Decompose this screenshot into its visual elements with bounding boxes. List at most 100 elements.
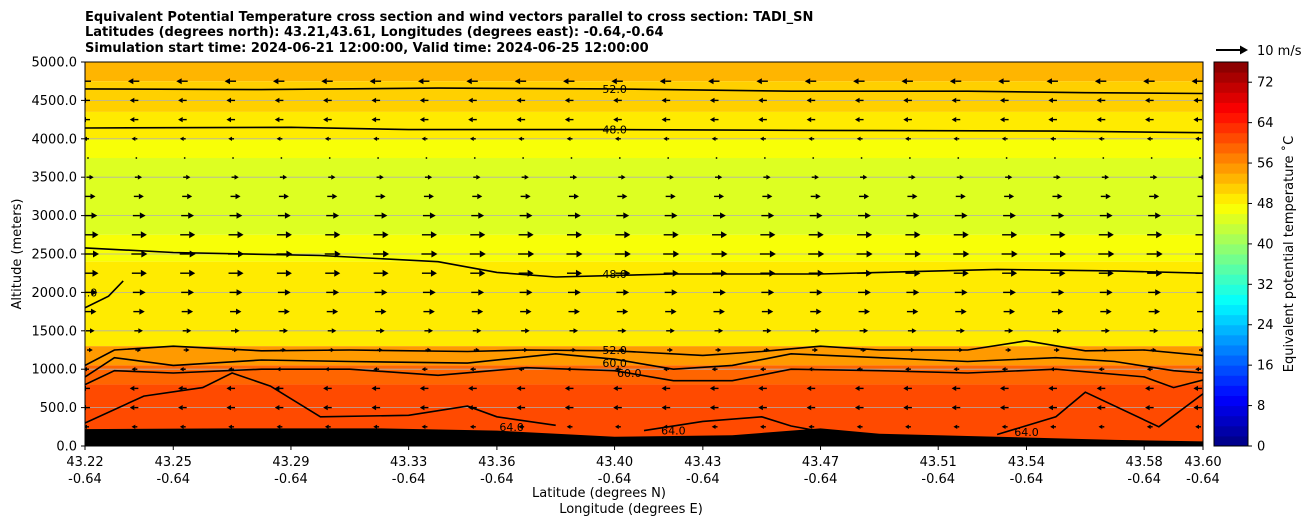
wind-vector: [860, 157, 863, 159]
wind-vector-head: [613, 97, 618, 103]
wind-vector: [85, 289, 98, 296]
wind-vector: [907, 328, 917, 334]
wind-vector-head: [276, 367, 281, 372]
wind-vector: [614, 250, 631, 258]
wind-vector: [471, 308, 484, 315]
wind-vector: [1150, 347, 1157, 353]
wind-vector: [425, 157, 428, 159]
wind-vector-head: [659, 78, 666, 85]
theta-e-layer-0: [85, 62, 1203, 82]
wind-vector: [327, 328, 337, 334]
wind-vector: [421, 250, 438, 258]
wind-vector: [276, 424, 283, 429]
wind-vector-head: [1008, 174, 1013, 180]
wind-vector: [229, 212, 243, 219]
wind-vector-head: [478, 212, 485, 219]
wind-vector-head: [371, 385, 377, 391]
wind-vector: [1197, 310, 1203, 313]
wind-vector: [857, 269, 873, 277]
wind-vector: [228, 231, 244, 239]
wind-vector-dot: [87, 157, 89, 159]
wind-vector-dot: [909, 157, 911, 159]
wind-vector: [907, 193, 918, 200]
x-tick-lon-label-3: -0.64: [392, 472, 426, 487]
wind-vector-head: [178, 385, 183, 391]
wind-vector-head: [179, 136, 184, 141]
x-tick-lon-label-6: -0.64: [686, 472, 720, 487]
wind-vector: [955, 193, 966, 200]
wind-vector-head: [1057, 308, 1064, 315]
wind-vector: [422, 212, 436, 219]
colorbar-segment: [1214, 324, 1248, 336]
wind-vector: [858, 308, 870, 315]
wind-vector-head: [1105, 328, 1110, 334]
wind-vector: [858, 289, 871, 296]
wind-vector-head: [815, 328, 820, 334]
wind-vector: [521, 328, 530, 334]
colorbar-segment: [1214, 294, 1248, 306]
wind-vector: [133, 308, 145, 315]
wind-vector-head: [237, 269, 244, 277]
wind-vector-head: [1146, 367, 1151, 372]
wind-vector-head: [1050, 136, 1054, 141]
wind-vector: [224, 78, 237, 85]
wind-vector-head: [379, 347, 383, 353]
wind-vector: [1102, 347, 1109, 353]
wind-vector-head: [234, 347, 238, 353]
wind-vector-head: [574, 289, 581, 296]
wind-vector: [469, 424, 476, 429]
wind-vector: [231, 328, 240, 334]
wind-vector: [664, 212, 678, 219]
wind-vector-head: [430, 269, 437, 277]
wind-vector: [226, 385, 236, 391]
wind-vector-head: [912, 193, 918, 200]
wind-vector-dot: [135, 157, 138, 159]
wind-vector-head: [323, 385, 328, 391]
wind-vector-head: [615, 424, 619, 429]
wind-vector: [1054, 157, 1056, 159]
wind-vector: [325, 231, 341, 239]
wind-vector-head: [475, 347, 480, 353]
wind-vector: [853, 78, 865, 85]
wind-vector-head: [140, 269, 147, 277]
wind-vector-head: [815, 193, 821, 200]
wind-vector: [182, 193, 193, 200]
wind-vector: [905, 136, 911, 141]
wind-vector: [667, 347, 673, 353]
wind-vector-head: [613, 117, 618, 123]
wind-vector-head: [1057, 193, 1063, 200]
wind-vector: [564, 117, 574, 123]
colorbar-segment: [1214, 92, 1248, 103]
wind-vector: [806, 117, 816, 123]
wind-vector: [1148, 308, 1161, 315]
wind-vector-head: [767, 308, 774, 315]
wind-vector: [85, 269, 99, 277]
terrain-mask: [85, 428, 1203, 446]
wind-vector: [182, 328, 192, 334]
wind-vector-head: [717, 347, 722, 353]
wind-vector-head: [905, 367, 909, 372]
wind-vector: [421, 231, 437, 239]
wind-vector: [424, 174, 433, 180]
colorbar-segment: [1214, 344, 1248, 356]
wind-vector-head: [758, 405, 763, 411]
wind-vector: [812, 347, 819, 353]
wind-vector-head: [758, 385, 763, 391]
wind-key-arrow-head: [1240, 45, 1248, 55]
wind-vector-head: [131, 424, 136, 429]
wind-vector: [421, 367, 428, 372]
wind-vector-head: [283, 328, 288, 334]
wind-vector: [230, 193, 241, 200]
wind-vector: [228, 250, 245, 258]
wind-vector: [1050, 424, 1056, 429]
wind-vector-head: [1107, 269, 1114, 277]
wind-vector: [1098, 231, 1114, 239]
wind-vector: [418, 78, 430, 85]
wind-vector: [949, 78, 962, 85]
wind-vector-head: [284, 289, 291, 296]
wind-vector-head: [711, 136, 716, 141]
wind-vector-head: [1193, 97, 1198, 103]
contour-label-6: 60.0: [617, 367, 642, 380]
wind-vector: [369, 78, 382, 85]
wind-vector-head: [816, 289, 823, 296]
